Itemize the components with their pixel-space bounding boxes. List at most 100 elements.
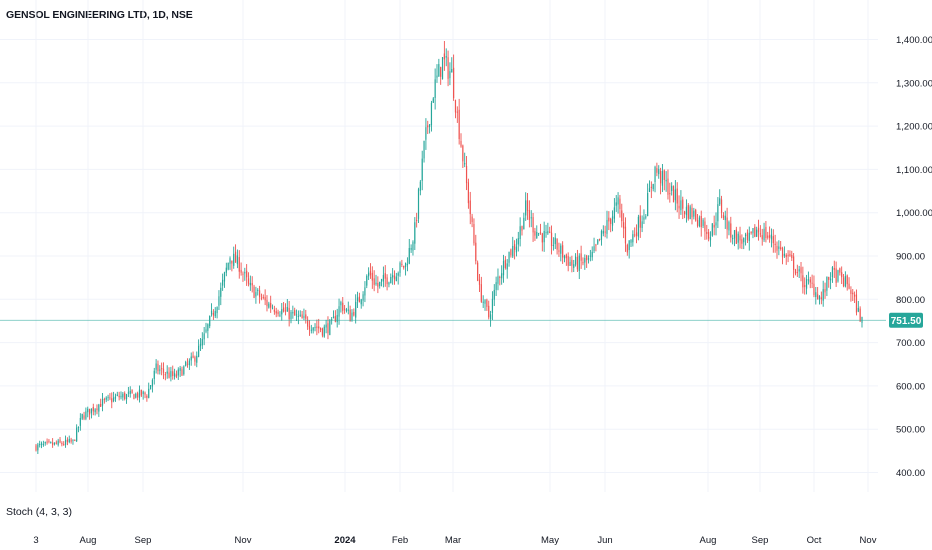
candle-body xyxy=(207,324,209,331)
candle-body xyxy=(428,124,431,127)
candle-body xyxy=(430,102,433,126)
candle-body xyxy=(774,243,776,246)
candle-body xyxy=(554,237,556,245)
candle-body xyxy=(530,217,532,219)
candle-body xyxy=(735,229,737,244)
candle-body xyxy=(85,411,87,419)
candle-body xyxy=(81,413,83,419)
candle-body xyxy=(161,368,163,370)
candle-body xyxy=(373,278,375,285)
candle-body xyxy=(77,426,80,428)
candle-body xyxy=(600,230,603,240)
candle-body xyxy=(68,439,70,443)
candle-body xyxy=(331,319,333,321)
candle-body xyxy=(451,69,453,73)
candle-body xyxy=(482,301,484,303)
candle-body xyxy=(369,270,372,276)
candle-body xyxy=(501,273,503,279)
candle-body xyxy=(565,254,567,259)
candle-body xyxy=(445,56,447,58)
candle-body xyxy=(186,363,189,365)
candle-body xyxy=(384,273,386,279)
candle-body xyxy=(678,205,680,209)
grid-layer xyxy=(0,0,878,492)
candle-body xyxy=(506,263,508,270)
candle-body xyxy=(194,357,196,362)
candle-body xyxy=(151,379,154,387)
candle-body xyxy=(377,283,379,287)
candle-body xyxy=(471,216,473,223)
candle-body xyxy=(111,398,113,403)
candle-body xyxy=(584,257,586,263)
candle-body xyxy=(137,393,139,398)
candle-body xyxy=(748,232,750,241)
candle-body xyxy=(220,287,222,297)
candle-body xyxy=(491,298,494,313)
time-tick-label: Feb xyxy=(392,535,408,546)
candle-body xyxy=(515,246,518,253)
candle-body xyxy=(512,245,514,257)
candle-body xyxy=(347,309,349,311)
candle-body xyxy=(371,272,373,281)
price-tick-label: 1,000.00 xyxy=(896,208,932,219)
indicator-label[interactable]: Stoch (4, 3, 3) xyxy=(6,506,72,518)
candle-body xyxy=(560,245,562,254)
candle-body xyxy=(247,278,250,284)
candle-body xyxy=(105,397,107,400)
candle-body xyxy=(489,314,492,320)
candle-body xyxy=(299,314,301,316)
candle-body xyxy=(172,371,174,376)
candle-body xyxy=(587,258,590,260)
candle-body xyxy=(98,404,100,412)
candle-body xyxy=(50,442,52,444)
candle-body xyxy=(722,215,725,218)
candle-body xyxy=(658,169,660,175)
candle-body xyxy=(824,289,826,293)
candle-body xyxy=(796,272,798,274)
candle-body xyxy=(133,394,135,400)
candle-body xyxy=(809,279,811,283)
candle-body xyxy=(46,441,48,443)
candle-body xyxy=(499,276,501,278)
candle-body xyxy=(188,360,190,366)
candle-body xyxy=(539,232,542,234)
candle-body xyxy=(74,440,76,442)
candle-body xyxy=(53,442,56,445)
candle-body xyxy=(149,385,152,390)
candle-body xyxy=(661,170,664,186)
candle-body xyxy=(342,302,344,311)
candle-body xyxy=(88,408,91,415)
candle-body xyxy=(464,163,466,165)
candle-body xyxy=(855,294,858,313)
candle-body xyxy=(403,265,405,268)
candle-body xyxy=(170,371,172,377)
candle-body xyxy=(650,186,652,188)
candle-body xyxy=(652,183,654,189)
candle-body xyxy=(124,393,126,400)
candle-body xyxy=(693,210,695,217)
time-tick-label: Mar xyxy=(445,535,461,546)
candle-body xyxy=(778,246,780,249)
candle-body xyxy=(828,276,830,280)
candle-body xyxy=(569,261,571,266)
candle-body xyxy=(702,219,704,226)
candle-body xyxy=(473,224,475,244)
candle-body xyxy=(604,231,606,233)
candle-body xyxy=(475,242,477,262)
candle-body xyxy=(558,250,560,252)
price-tick-label: 400.00 xyxy=(896,468,925,479)
candle-body xyxy=(392,275,394,278)
candle-body xyxy=(109,397,111,399)
candle-body xyxy=(286,307,288,312)
candle-body xyxy=(222,279,224,286)
candle-body xyxy=(648,188,651,193)
candle-body xyxy=(114,396,117,399)
time-tick-label: Oct xyxy=(807,535,822,546)
candle-body xyxy=(225,267,227,273)
candle-body xyxy=(519,226,521,240)
candle-body xyxy=(120,395,122,398)
candle-body xyxy=(467,182,470,204)
candle-body xyxy=(368,272,370,277)
candle-body xyxy=(257,289,259,291)
